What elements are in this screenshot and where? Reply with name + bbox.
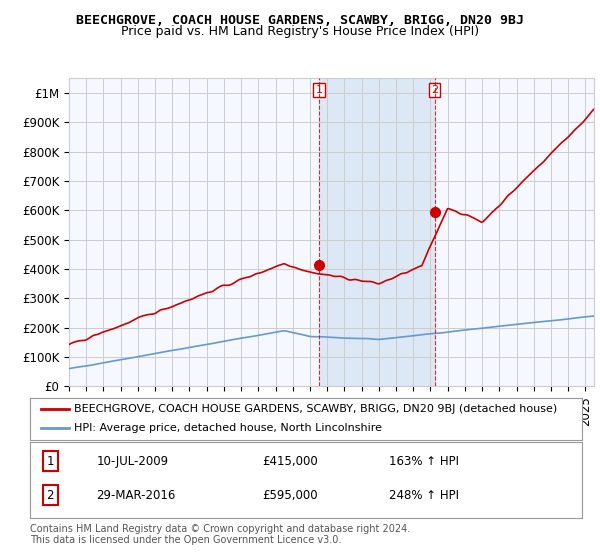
Text: 2: 2: [47, 489, 54, 502]
Text: Price paid vs. HM Land Registry's House Price Index (HPI): Price paid vs. HM Land Registry's House …: [121, 25, 479, 38]
Text: 2: 2: [431, 85, 438, 95]
Text: 248% ↑ HPI: 248% ↑ HPI: [389, 489, 459, 502]
Text: BEECHGROVE, COACH HOUSE GARDENS, SCAWBY, BRIGG, DN20 9BJ: BEECHGROVE, COACH HOUSE GARDENS, SCAWBY,…: [76, 14, 524, 27]
Text: HPI: Average price, detached house, North Lincolnshire: HPI: Average price, detached house, Nort…: [74, 423, 382, 433]
Text: £595,000: £595,000: [262, 489, 317, 502]
Text: 1: 1: [316, 85, 322, 95]
Text: £415,000: £415,000: [262, 455, 317, 468]
Text: BEECHGROVE, COACH HOUSE GARDENS, SCAWBY, BRIGG, DN20 9BJ (detached house): BEECHGROVE, COACH HOUSE GARDENS, SCAWBY,…: [74, 404, 557, 414]
Bar: [319, 78, 434, 386]
Text: Contains HM Land Registry data © Crown copyright and database right 2024.
This d: Contains HM Land Registry data © Crown c…: [30, 524, 410, 545]
Text: 29-MAR-2016: 29-MAR-2016: [96, 489, 176, 502]
Text: 1: 1: [47, 455, 54, 468]
Text: 10-JUL-2009: 10-JUL-2009: [96, 455, 169, 468]
Text: 163% ↑ HPI: 163% ↑ HPI: [389, 455, 459, 468]
